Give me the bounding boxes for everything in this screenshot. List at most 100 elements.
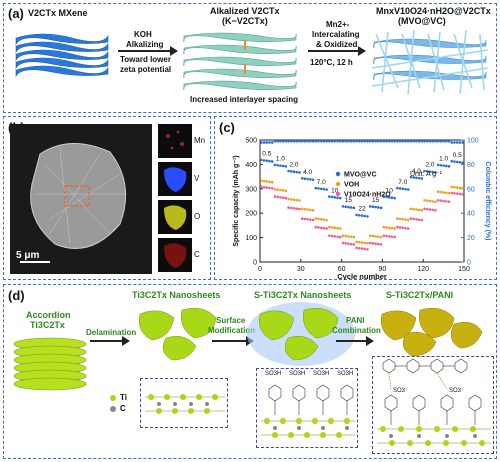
series-3-point-5-1 <box>330 139 334 143</box>
s-pani-molecule-box: SO3⁻ SO3⁻ <box>372 356 494 454</box>
series-3-point-1-2 <box>279 139 282 143</box>
y-tick-label-2: 200 <box>245 211 257 218</box>
y2-tick-label-2: 40 <box>467 211 475 218</box>
alkalized-line1: Alkalized V2CTx <box>210 6 280 16</box>
series-3-point-13-0 <box>436 139 440 143</box>
series-1-point-2-0 <box>287 197 290 201</box>
series-3-point-3-1 <box>303 139 307 143</box>
series-2-point-6-4 <box>352 243 356 246</box>
panel-c <box>214 116 497 280</box>
series-2-point-12-1 <box>425 207 429 211</box>
series-3-point-8-3 <box>377 139 380 143</box>
series-3-point-11-4 <box>420 139 424 143</box>
series-3-point-3-2 <box>306 139 309 143</box>
series-0-point-4-4 <box>325 188 328 191</box>
series-2-point-14-0 <box>450 191 454 195</box>
series-0-point-9-3 <box>390 196 394 200</box>
arrow-delam <box>90 336 130 346</box>
y-tick-label-0: 0 <box>253 260 257 267</box>
series-1-point-1-4 <box>284 189 288 193</box>
series-1-point-9-0 <box>382 225 386 229</box>
panel-d-label: (d) <box>8 288 25 303</box>
series-3-point-10-0 <box>396 139 399 143</box>
series-1-point-5-2 <box>333 226 337 230</box>
capacity-chart: 0 30 60 90 120 150010020030040050002040608010… <box>233 138 491 281</box>
so3h-label-3: SO3H <box>313 371 330 377</box>
series-3-point-3-0 <box>300 139 304 143</box>
series-0-point-10-0 <box>396 186 399 190</box>
series-3-point-6-4 <box>352 139 356 143</box>
step1-line1: KOH <box>134 30 152 39</box>
x-axis-label: Cycle number <box>337 272 387 280</box>
x-tick-label-5: 150 <box>458 266 470 273</box>
accordion-line2: Ti3C2Tx <box>30 320 65 330</box>
series-0-point-6-3 <box>349 206 353 209</box>
pani-chain-lattice <box>377 358 491 446</box>
series-2-point-12-2 <box>428 208 432 211</box>
series-1-point-8-4 <box>379 235 383 239</box>
series-1-point-8-0 <box>368 234 372 237</box>
series-2-point-11-3 <box>417 218 421 221</box>
series-2-point-11-0 <box>409 217 413 220</box>
series-1-point-9-1 <box>385 226 388 229</box>
series-0-point-12-3 <box>431 170 435 174</box>
series-1-point-11-1 <box>412 207 415 211</box>
series-0-point-5-4 <box>338 196 342 200</box>
map-label-mn: Mn <box>194 136 206 145</box>
series-3-point-4-3 <box>322 139 326 143</box>
s-nanosheets-label: S-Ti3C2Tx Nanosheets <box>254 290 352 300</box>
series-2-point-5-3 <box>336 235 339 239</box>
series-0-point-13-1 <box>439 163 443 167</box>
series-2-point-10-2 <box>401 226 405 230</box>
series-2-point-10-3 <box>404 226 407 230</box>
series-2-point-1-2 <box>279 196 282 199</box>
map-label-v: V <box>194 174 200 183</box>
series-1-point-13-0 <box>436 190 440 194</box>
series-2-point-13-4 <box>447 200 451 204</box>
step1-line2: Alkalizing <box>126 40 164 49</box>
series-1-point-2-2 <box>292 198 296 202</box>
series-3-point-12-3 <box>431 139 435 143</box>
series-3-point-11-1 <box>412 139 415 143</box>
surface-line1: Surface <box>216 316 246 325</box>
series-0-point-9-2 <box>387 196 391 199</box>
scale-bar-label: 5 μm <box>16 250 40 261</box>
series-2-point-5-2 <box>333 235 337 238</box>
nanosheets-label: Ti3C2Tx Nanosheets <box>132 290 221 300</box>
series-1-point-12-1 <box>425 199 429 202</box>
x-tick-label-3: 90 <box>379 266 387 273</box>
y2-tick-label-1: 20 <box>467 235 475 242</box>
series-3-point-4-2 <box>319 139 323 143</box>
step1-line4: zeta potential <box>120 65 172 74</box>
series-0-point-13-3 <box>445 164 448 168</box>
series-2-point-11-1 <box>412 217 415 221</box>
nanosheet-lattice-box <box>140 378 228 428</box>
series-2-point-4-3 <box>322 226 326 230</box>
series-1-point-6-0 <box>341 234 345 237</box>
series-0-point-2-3 <box>295 170 299 174</box>
series-1-point-12-3 <box>431 200 435 203</box>
series-2-point-2-0 <box>287 206 290 209</box>
series-3-point-3-3 <box>309 139 312 143</box>
series-2-point-7-1 <box>357 246 361 250</box>
series-3-point-0-3 <box>268 141 271 144</box>
series-1-point-8-1 <box>371 234 375 238</box>
series-3-point-13-4 <box>447 139 451 143</box>
arrow-koh <box>118 46 178 56</box>
rate-label-8: 15 <box>372 197 380 204</box>
series-3-point-12-0 <box>423 139 426 143</box>
series-1-point-0-2 <box>265 180 269 183</box>
series-2-point-10-4 <box>406 227 410 230</box>
series-1-point-10-2 <box>401 218 405 221</box>
sem-particle <box>20 143 127 263</box>
series-3-point-4-0 <box>314 139 318 143</box>
series-1-point-3-0 <box>300 207 304 211</box>
series-2-point-0-0 <box>260 185 263 189</box>
series-0-point-8-2 <box>374 205 377 209</box>
series-3-point-8-0 <box>368 139 372 143</box>
series-2-point-13-2 <box>442 199 445 203</box>
so3-label-1: SO3⁻ <box>393 388 409 394</box>
legend-label-2: V10O24·nH2O <box>344 192 391 199</box>
series-0-point-5-3 <box>336 196 339 200</box>
series-3-point-11-3 <box>417 139 421 143</box>
